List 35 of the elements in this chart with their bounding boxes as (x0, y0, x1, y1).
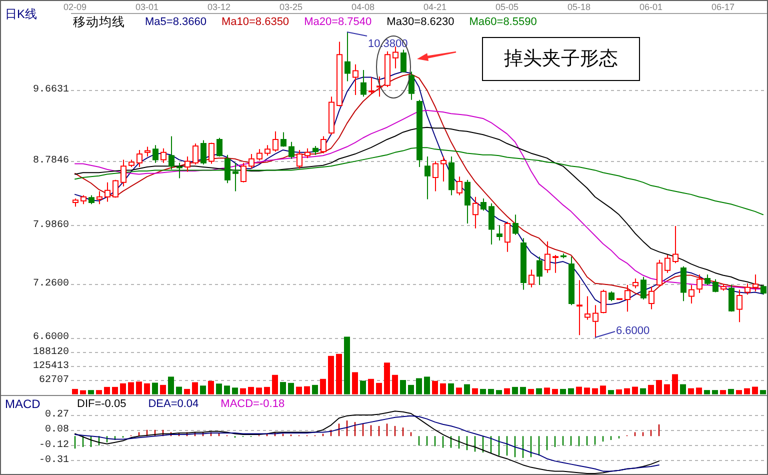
x-tick-label: 02-09 (63, 2, 87, 12)
y-tick-label: 0.27 (44, 410, 69, 421)
x-tick-label: 06-01 (639, 2, 663, 12)
text: Ma5=8.3660 (145, 16, 206, 28)
text: Ma20=8.7540 (304, 16, 372, 28)
x-tick-label: 04-21 (423, 2, 447, 12)
x-tick-label: 06-17 (711, 2, 735, 12)
x-tick-label: 05-18 (567, 2, 591, 12)
y-tick-label: 9.6631 (32, 84, 69, 96)
text: Ma60=8.5590 (469, 16, 537, 28)
y-tick-label: 6.6000 (32, 332, 69, 343)
legend-title: 移动均线 (73, 15, 125, 29)
y-tick-label: 62707 (38, 374, 69, 386)
annotation: 6.6000 (616, 325, 650, 337)
y-tick-label: 8.7846 (32, 155, 69, 166)
x-tick-label: 05-05 (495, 2, 519, 12)
y-tick-label: 125413 (32, 360, 69, 372)
text: Ma10=8.6350 (221, 16, 290, 28)
x-tick-label: 04-08 (351, 2, 375, 12)
x-tick-label: 03-12 (207, 2, 231, 12)
y-tick-label: 7.9860 (32, 220, 69, 231)
x-tick-label: 03-01 (135, 2, 159, 12)
x-tick-label: 03-25 (279, 2, 303, 12)
y-tick-label: -0.12 (38, 440, 69, 451)
text: DEA=0.04 (148, 398, 199, 410)
annotation: 掉头夹子形态 (504, 48, 618, 70)
chart-title: 日K线 (5, 7, 38, 21)
text: MACD=-0.18 (220, 398, 285, 410)
chart-title: MACD (5, 397, 41, 411)
y-tick-label: 0.08 (44, 424, 69, 436)
y-tick-label: 188120 (32, 346, 69, 358)
text: DIF=-0.05 (77, 398, 126, 410)
y-tick-label: -0.31 (38, 454, 69, 466)
text: Ma30=8.6230 (386, 16, 454, 28)
y-tick-label: 7.2600 (32, 278, 69, 290)
